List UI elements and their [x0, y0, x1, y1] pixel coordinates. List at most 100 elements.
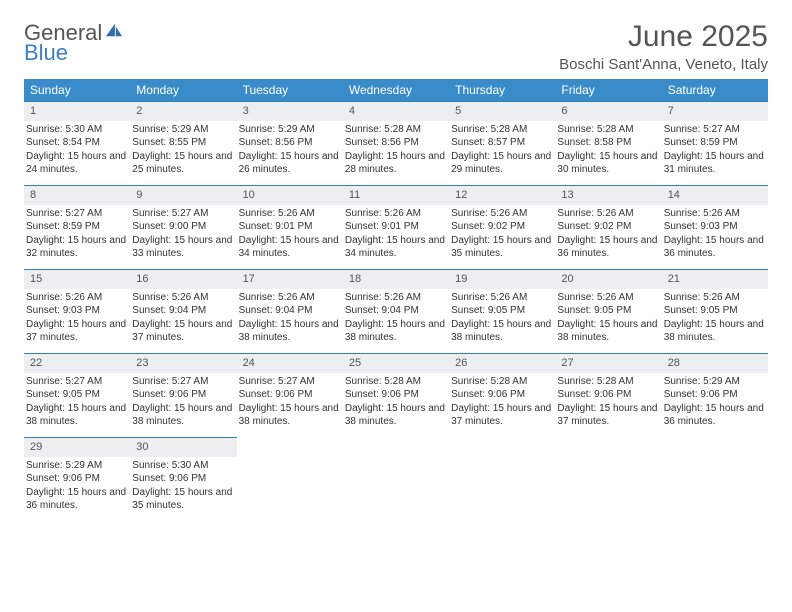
calendar-day-cell: 9Sunrise: 5:27 AMSunset: 9:00 PMDaylight… [130, 185, 236, 269]
day-number: 28 [662, 353, 768, 373]
day-details: Sunrise: 5:26 AMSunset: 9:01 PMDaylight:… [343, 207, 449, 261]
calendar-day-cell: 15Sunrise: 5:26 AMSunset: 9:03 PMDayligh… [24, 269, 130, 353]
day-details: Sunrise: 5:26 AMSunset: 9:02 PMDaylight:… [449, 207, 555, 261]
logo-sail-icon [104, 22, 124, 38]
day-details: Sunrise: 5:29 AMSunset: 8:56 PMDaylight:… [237, 123, 343, 177]
day-details: Sunrise: 5:27 AMSunset: 9:00 PMDaylight:… [130, 207, 236, 261]
weekday-header: Wednesday [343, 79, 449, 101]
day-details: Sunrise: 5:27 AMSunset: 8:59 PMDaylight:… [662, 123, 768, 177]
calendar-day-cell: 4Sunrise: 5:28 AMSunset: 8:56 PMDaylight… [343, 101, 449, 185]
day-number: 4 [343, 101, 449, 121]
calendar-day-cell: 23Sunrise: 5:27 AMSunset: 9:06 PMDayligh… [130, 353, 236, 437]
day-number: 16 [130, 269, 236, 289]
day-number: 12 [449, 185, 555, 205]
day-details: Sunrise: 5:27 AMSunset: 8:59 PMDaylight:… [24, 207, 130, 261]
calendar-day-cell: 12Sunrise: 5:26 AMSunset: 9:02 PMDayligh… [449, 185, 555, 269]
calendar-day-cell: 30Sunrise: 5:30 AMSunset: 9:06 PMDayligh… [130, 437, 236, 521]
day-number: 24 [237, 353, 343, 373]
day-details: Sunrise: 5:28 AMSunset: 8:57 PMDaylight:… [449, 123, 555, 177]
day-number: 6 [555, 101, 661, 121]
day-number: 9 [130, 185, 236, 205]
day-details: Sunrise: 5:28 AMSunset: 9:06 PMDaylight:… [555, 375, 661, 429]
calendar-empty-cell [555, 437, 661, 521]
day-number: 15 [24, 269, 130, 289]
page-title: June 2025 [559, 20, 768, 54]
day-details: Sunrise: 5:27 AMSunset: 9:06 PMDaylight:… [237, 375, 343, 429]
calendar-body: 1Sunrise: 5:30 AMSunset: 8:54 PMDaylight… [24, 101, 768, 521]
day-details: Sunrise: 5:28 AMSunset: 9:06 PMDaylight:… [343, 375, 449, 429]
calendar-week-row: 1Sunrise: 5:30 AMSunset: 8:54 PMDaylight… [24, 101, 768, 185]
day-number: 5 [449, 101, 555, 121]
day-number: 7 [662, 101, 768, 121]
day-number: 18 [343, 269, 449, 289]
day-details: Sunrise: 5:27 AMSunset: 9:05 PMDaylight:… [24, 375, 130, 429]
day-number: 8 [24, 185, 130, 205]
day-number: 17 [237, 269, 343, 289]
day-details: Sunrise: 5:26 AMSunset: 9:03 PMDaylight:… [24, 291, 130, 345]
calendar-day-cell: 2Sunrise: 5:29 AMSunset: 8:55 PMDaylight… [130, 101, 236, 185]
calendar-week-row: 29Sunrise: 5:29 AMSunset: 9:06 PMDayligh… [24, 437, 768, 521]
calendar-day-cell: 5Sunrise: 5:28 AMSunset: 8:57 PMDaylight… [449, 101, 555, 185]
day-details: Sunrise: 5:26 AMSunset: 9:04 PMDaylight:… [130, 291, 236, 345]
weekday-header: Monday [130, 79, 236, 101]
day-details: Sunrise: 5:28 AMSunset: 8:58 PMDaylight:… [555, 123, 661, 177]
day-number: 2 [130, 101, 236, 121]
weekday-header: Saturday [662, 79, 768, 101]
calendar-day-cell: 11Sunrise: 5:26 AMSunset: 9:01 PMDayligh… [343, 185, 449, 269]
day-details: Sunrise: 5:28 AMSunset: 9:06 PMDaylight:… [449, 375, 555, 429]
calendar-day-cell: 1Sunrise: 5:30 AMSunset: 8:54 PMDaylight… [24, 101, 130, 185]
calendar-day-cell: 24Sunrise: 5:27 AMSunset: 9:06 PMDayligh… [237, 353, 343, 437]
day-number: 14 [662, 185, 768, 205]
calendar-day-cell: 28Sunrise: 5:29 AMSunset: 9:06 PMDayligh… [662, 353, 768, 437]
calendar-day-cell: 22Sunrise: 5:27 AMSunset: 9:05 PMDayligh… [24, 353, 130, 437]
day-number: 30 [130, 437, 236, 457]
day-number: 27 [555, 353, 661, 373]
calendar-empty-cell [449, 437, 555, 521]
day-details: Sunrise: 5:29 AMSunset: 9:06 PMDaylight:… [24, 459, 130, 513]
calendar-day-cell: 25Sunrise: 5:28 AMSunset: 9:06 PMDayligh… [343, 353, 449, 437]
calendar-day-cell: 21Sunrise: 5:26 AMSunset: 9:05 PMDayligh… [662, 269, 768, 353]
day-details: Sunrise: 5:30 AMSunset: 9:06 PMDaylight:… [130, 459, 236, 513]
calendar-day-cell: 20Sunrise: 5:26 AMSunset: 9:05 PMDayligh… [555, 269, 661, 353]
calendar-empty-cell [343, 437, 449, 521]
day-details: Sunrise: 5:27 AMSunset: 9:06 PMDaylight:… [130, 375, 236, 429]
day-number: 21 [662, 269, 768, 289]
calendar-day-cell: 13Sunrise: 5:26 AMSunset: 9:02 PMDayligh… [555, 185, 661, 269]
day-number: 22 [24, 353, 130, 373]
calendar-day-cell: 27Sunrise: 5:28 AMSunset: 9:06 PMDayligh… [555, 353, 661, 437]
day-number: 13 [555, 185, 661, 205]
day-details: Sunrise: 5:26 AMSunset: 9:03 PMDaylight:… [662, 207, 768, 261]
day-details: Sunrise: 5:26 AMSunset: 9:04 PMDaylight:… [237, 291, 343, 345]
calendar-empty-cell [237, 437, 343, 521]
weekday-header: Thursday [449, 79, 555, 101]
calendar-day-cell: 19Sunrise: 5:26 AMSunset: 9:05 PMDayligh… [449, 269, 555, 353]
day-number: 26 [449, 353, 555, 373]
title-block: June 2025 Boschi Sant'Anna, Veneto, Ital… [559, 20, 768, 73]
calendar-day-cell: 7Sunrise: 5:27 AMSunset: 8:59 PMDaylight… [662, 101, 768, 185]
day-details: Sunrise: 5:26 AMSunset: 9:01 PMDaylight:… [237, 207, 343, 261]
location-subtitle: Boschi Sant'Anna, Veneto, Italy [559, 56, 768, 73]
day-details: Sunrise: 5:26 AMSunset: 9:05 PMDaylight:… [662, 291, 768, 345]
day-details: Sunrise: 5:30 AMSunset: 8:54 PMDaylight:… [24, 123, 130, 177]
calendar-week-row: 22Sunrise: 5:27 AMSunset: 9:05 PMDayligh… [24, 353, 768, 437]
day-number: 23 [130, 353, 236, 373]
day-number: 1 [24, 101, 130, 121]
calendar-day-cell: 10Sunrise: 5:26 AMSunset: 9:01 PMDayligh… [237, 185, 343, 269]
weekday-header-row: Sunday Monday Tuesday Wednesday Thursday… [24, 79, 768, 101]
weekday-header: Tuesday [237, 79, 343, 101]
calendar-day-cell: 29Sunrise: 5:29 AMSunset: 9:06 PMDayligh… [24, 437, 130, 521]
calendar-day-cell: 3Sunrise: 5:29 AMSunset: 8:56 PMDaylight… [237, 101, 343, 185]
day-number: 19 [449, 269, 555, 289]
calendar-day-cell: 26Sunrise: 5:28 AMSunset: 9:06 PMDayligh… [449, 353, 555, 437]
weekday-header: Friday [555, 79, 661, 101]
calendar-table: Sunday Monday Tuesday Wednesday Thursday… [24, 79, 768, 521]
calendar-day-cell: 16Sunrise: 5:26 AMSunset: 9:04 PMDayligh… [130, 269, 236, 353]
day-number: 20 [555, 269, 661, 289]
calendar-week-row: 8Sunrise: 5:27 AMSunset: 8:59 PMDaylight… [24, 185, 768, 269]
day-details: Sunrise: 5:29 AMSunset: 9:06 PMDaylight:… [662, 375, 768, 429]
day-number: 11 [343, 185, 449, 205]
day-number: 29 [24, 437, 130, 457]
header: GeneralBlue June 2025 Boschi Sant'Anna, … [24, 20, 768, 73]
day-details: Sunrise: 5:26 AMSunset: 9:05 PMDaylight:… [555, 291, 661, 345]
calendar-day-cell: 14Sunrise: 5:26 AMSunset: 9:03 PMDayligh… [662, 185, 768, 269]
